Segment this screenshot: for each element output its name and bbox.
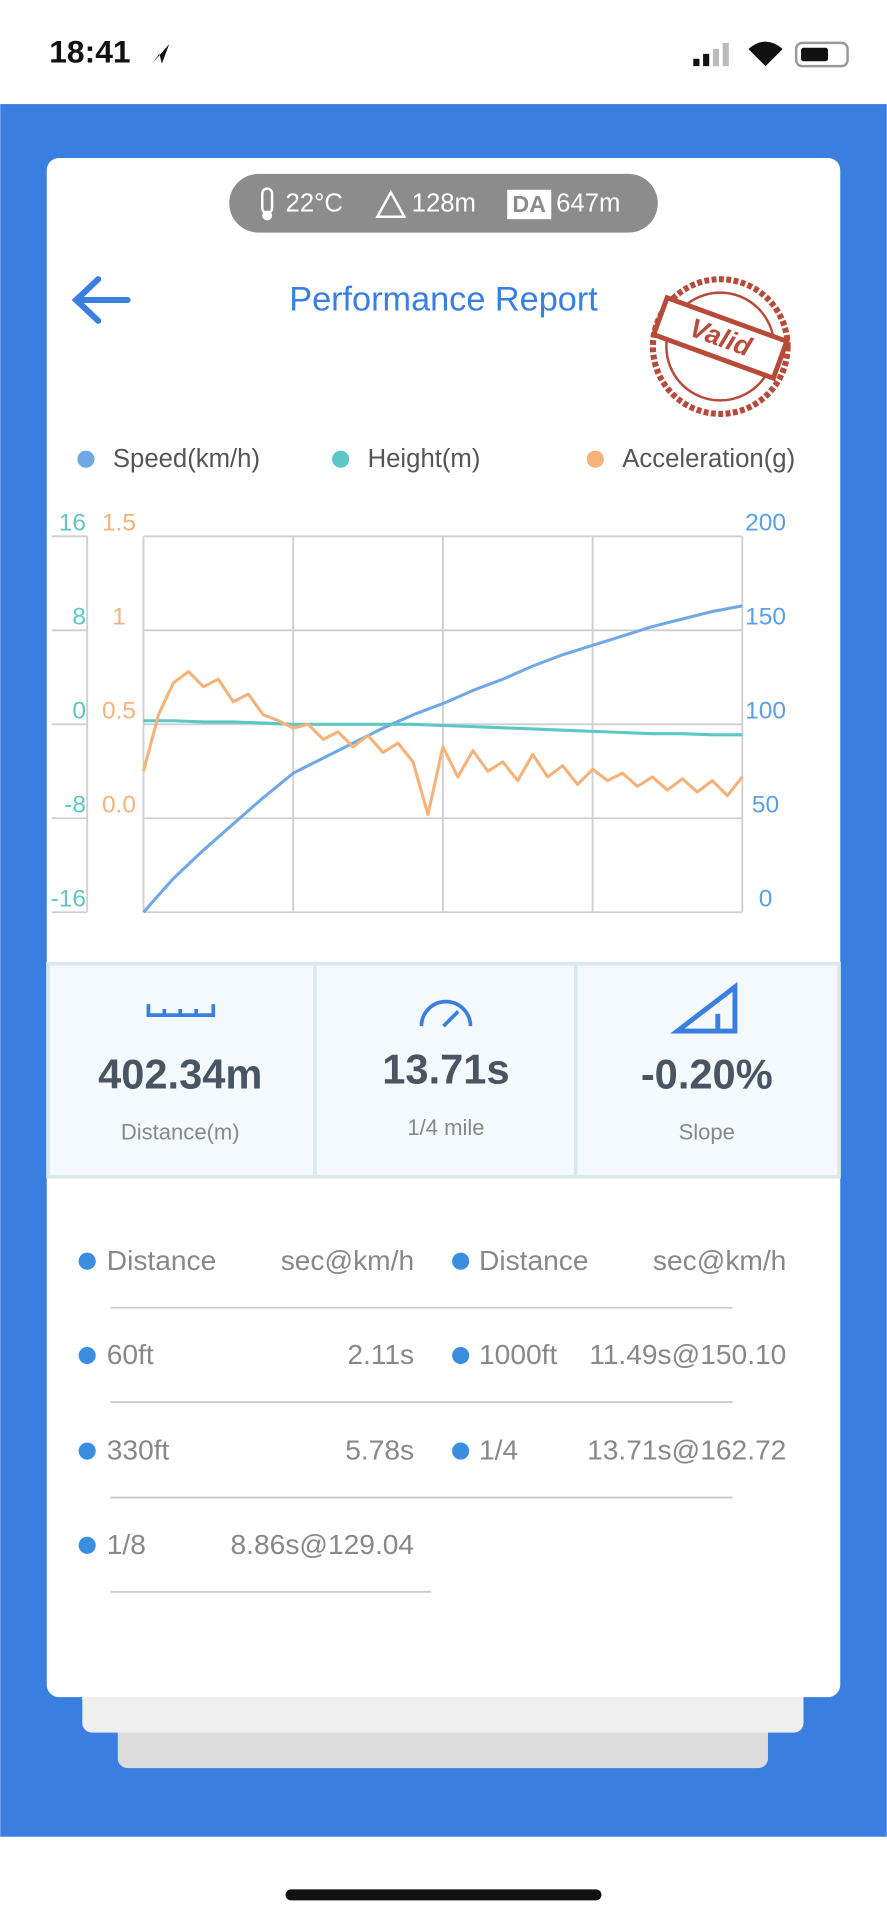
home-indicator [285, 1889, 602, 1901]
da-badge: DA [512, 191, 546, 217]
row-value: 5.78s [345, 1435, 414, 1466]
y-tick-label: -16 [51, 885, 86, 912]
y3-tick-label: 0.0 [102, 791, 136, 818]
density-altitude: 647m [556, 189, 620, 217]
stat-value: -0.20% [641, 1051, 773, 1098]
row-label: 60ft [107, 1339, 154, 1370]
row-value: 2.11s [347, 1339, 414, 1370]
gauge-icon [419, 999, 473, 1027]
legend-label: Height(m) [368, 445, 481, 473]
row-label: Distance [479, 1245, 589, 1276]
legend-dot [77, 450, 95, 468]
y-tick-label: 8 [72, 604, 86, 631]
stats-panel: 402.34m Distance(m) 13.71s 1/4 mile -0.2… [46, 961, 841, 1179]
legend-dot [586, 450, 604, 468]
y2-tick-label: 50 [752, 791, 779, 818]
gauge-needle [442, 1010, 460, 1028]
row-value: 13.71s@162.72 [587, 1435, 786, 1466]
legend-label: Acceleration(g) [622, 445, 795, 473]
series-line [143, 719, 743, 737]
y2-tick-label: 150 [745, 604, 786, 631]
slope-icon [670, 981, 738, 1034]
stat-value: 402.34m [98, 1051, 262, 1098]
row-label: Distance [107, 1245, 217, 1276]
status-icons [693, 41, 849, 68]
altitude: 128m [412, 189, 476, 217]
row-label: 1000ft [479, 1339, 557, 1370]
legend-dot [332, 450, 350, 468]
row-dot [78, 1442, 96, 1460]
env-pill: 22°C 128m DA 647m [229, 173, 658, 233]
report-card [46, 157, 841, 1698]
y2-tick-label: 100 [745, 698, 786, 725]
back-button[interactable] [71, 276, 131, 324]
page-title: Performance Report [289, 280, 598, 318]
row-dot [78, 1536, 96, 1554]
y2-tick-label: 200 [745, 510, 786, 537]
row-label: 330ft [107, 1435, 170, 1466]
chart: Speed(km/h) Height(m) Acceleration(g) -16 -8… [51, 445, 795, 914]
y3-tick-label: 1.5 [102, 510, 136, 537]
stat-value: 13.71s [382, 1046, 509, 1093]
stat-label: 1/4 mile [407, 1115, 484, 1140]
row-dot [452, 1346, 470, 1365]
legend-label: Speed(km/h) [113, 445, 260, 473]
row-value: 8.86s@129.04 [231, 1529, 415, 1560]
row-value: sec@km/h [281, 1245, 414, 1276]
y-tick-label: -8 [64, 791, 86, 818]
row-label: 1/8 [107, 1529, 146, 1560]
row-value: 11.49s@150.10 [589, 1339, 786, 1370]
stat-label: Distance(m) [121, 1120, 240, 1145]
row-dot [78, 1252, 96, 1270]
y3-tick-label: 1 [112, 604, 126, 631]
row-dot [78, 1346, 96, 1365]
split-table: Distance sec@km/h 60ft 2.11s 330ft 5.78s 1/8 8.… [78, 1245, 786, 1593]
series-line [142, 604, 743, 914]
stat-label: Slope [679, 1120, 735, 1145]
row-dot [452, 1252, 470, 1270]
status-time: 18:41 [49, 33, 130, 69]
ruler-icon [146, 1004, 216, 1017]
row-label: 1/4 [479, 1435, 518, 1466]
row-value: sec@km/h [653, 1245, 786, 1276]
y3-tick-label: 0.5 [102, 698, 136, 725]
y-tick-label: 0 [72, 698, 86, 725]
row-dot [452, 1442, 470, 1460]
y-tick-label: 16 [59, 510, 86, 537]
temperature: 22°C [286, 189, 343, 217]
y2-tick-label: 0 [759, 885, 773, 912]
series-line [142, 670, 744, 817]
